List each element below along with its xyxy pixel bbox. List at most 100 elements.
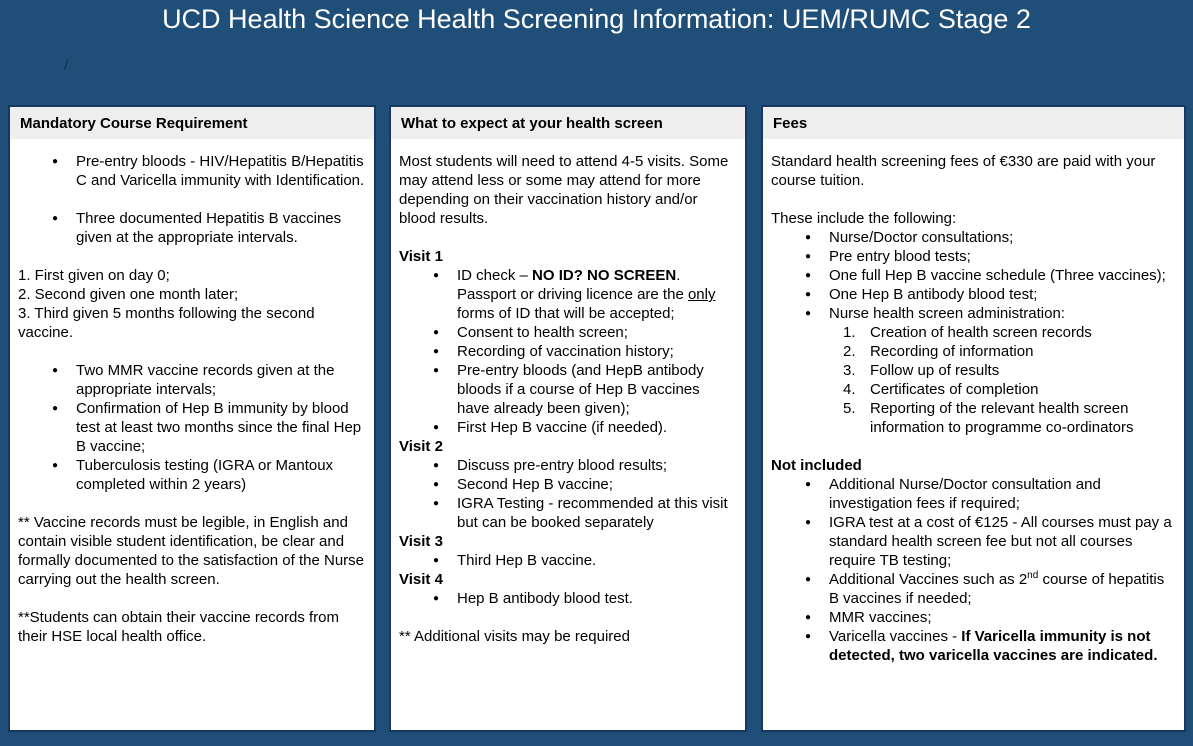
list-item-text: Additional Vaccines such as 2nd course o… (829, 570, 1175, 608)
bullet-list: ● ID check – NO ID? NO SCREEN. Passport o… (399, 266, 736, 437)
list-item-text: Confirmation of Hep B immunity by blood … (76, 399, 365, 456)
numbered-item-text: Follow up of results (870, 361, 1175, 380)
page-title: UCD Health Science Health Screening Info… (162, 4, 1031, 34)
text-segment: ID check – (457, 267, 533, 284)
numbered-item: 1. Creation of health screen records (843, 323, 1175, 342)
panel-what-to-expect: What to expect at your health screen Mos… (389, 105, 747, 732)
text-segment: Hep B antibody blood test. (457, 590, 633, 607)
subheading: Not included (771, 456, 1175, 475)
bullet-icon: ● (805, 232, 812, 243)
paragraph: 3. Third given 5 months following the se… (18, 304, 365, 342)
panel-fees: Fees Standard health screening fees of €… (761, 105, 1186, 732)
text-segment: Recording of vaccination history; (457, 343, 674, 360)
list-item: ● MMR vaccines; (805, 608, 1175, 627)
paragraph: These include the following: (771, 209, 1175, 228)
list-item-text: Third Hep B vaccine. (457, 551, 736, 570)
text-segment: One full Hep B vaccine schedule (Three v… (829, 267, 1166, 284)
subheading: Visit 1 (399, 247, 736, 266)
panel-header: What to expect at your health screen (391, 107, 745, 139)
list-item-text: MMR vaccines; (829, 608, 1175, 627)
bullet-icon: ● (52, 403, 59, 414)
text-segment: Reporting of the relevant health screen … (870, 400, 1134, 436)
number-marker: 5. (843, 400, 856, 417)
numbered-sublist: 1. Creation of health screen records 2. Rec… (829, 323, 1175, 437)
list-item: ● Pre-entry bloods (and HepB antibody blo… (433, 361, 736, 418)
bullet-icon: ● (433, 327, 440, 338)
list-item: ● Consent to health screen; (433, 323, 736, 342)
bullet-icon: ● (433, 460, 440, 471)
text-segment: ** Additional visits may be required (399, 628, 630, 645)
bullet-icon: ● (805, 251, 812, 262)
numbered-item-text: Certificates of completion (870, 380, 1175, 399)
number-marker: 4. (843, 381, 856, 398)
text-segment: Third Hep B vaccine. (457, 552, 597, 569)
paragraph: ** Vaccine records must be legible, in E… (18, 513, 365, 589)
bullet-icon: ● (433, 498, 440, 509)
text-segment: 1. First given on day 0; (18, 267, 170, 284)
bullet-icon: ● (52, 156, 59, 167)
text-segment: Pre entry blood tests; (829, 248, 971, 265)
list-item: ● Pre entry blood tests; (805, 247, 1175, 266)
bullet-icon: ● (433, 422, 440, 433)
bullet-list: ● Third Hep B vaccine. (399, 551, 736, 570)
bullet-icon: ● (805, 612, 812, 623)
list-item-text: Pre-entry bloods - HIV/Hepatitis B/Hepat… (76, 152, 365, 190)
list-item-text: Second Hep B vaccine; (457, 475, 736, 494)
bullet-list: ● Hep B antibody blood test. (399, 589, 736, 608)
paragraph: **Students can obtain their vaccine reco… (18, 608, 365, 646)
text-segment: 3. Third given 5 months following the se… (18, 305, 315, 341)
list-item: ● Tuberculosis testing (IGRA or Mantoux c… (52, 456, 365, 494)
text-segment: Certificates of completion (870, 381, 1039, 398)
number-marker: 1. (843, 324, 856, 341)
list-item: ● Varicella vaccines - If Varicella immun… (805, 627, 1175, 665)
paragraph: 1. First given on day 0; (18, 266, 365, 285)
paragraph: 2. Second given one month later; (18, 285, 365, 304)
bullet-list: ● Discuss pre-entry blood results; ● Second… (399, 456, 736, 532)
bullet-list: ● Nurse/Doctor consultations; ● Pre entry b… (771, 228, 1175, 437)
text-segment: NO ID? NO SCREEN (532, 267, 677, 284)
list-item-text: Tuberculosis testing (IGRA or Mantoux co… (76, 456, 365, 494)
numbered-item: 2. Recording of information (843, 342, 1175, 361)
list-item-text: One Hep B antibody blood test; (829, 285, 1175, 304)
list-item: ● Additional Nurse/Doctor consultation an… (805, 475, 1175, 513)
numbered-item: 4. Certificates of completion (843, 380, 1175, 399)
numbered-item: 5. Reporting of the relevant health scree… (843, 399, 1175, 437)
text-segment: Three documented Hepatitis B vaccines gi… (76, 210, 342, 246)
list-item-text: Nurse/Doctor consultations; (829, 228, 1175, 247)
text-segment: Two MMR vaccine records given at the app… (76, 362, 335, 398)
bullet-icon: ● (433, 346, 440, 357)
list-item-text: Consent to health screen; (457, 323, 736, 342)
bullet-icon: ● (805, 289, 812, 300)
panel-body: ● Pre-entry bloods - HIV/Hepatitis B/Hepa… (10, 139, 374, 646)
text-segment: Second Hep B vaccine; (457, 476, 613, 493)
text-segment: Standard health screening fees of €330 a… (771, 153, 1156, 189)
text-segment: Follow up of results (870, 362, 1000, 379)
panel-mandatory-course-requirement: Mandatory Course Requirement ● Pre-entry … (8, 105, 376, 732)
bullet-icon: ● (433, 365, 440, 376)
list-item: ● Third Hep B vaccine. (433, 551, 736, 570)
list-item: ● Confirmation of Hep B immunity by blood… (52, 399, 365, 456)
text-segment: Creation of health screen records (870, 324, 1092, 341)
text-segment: MMR vaccines; (829, 609, 932, 626)
panel-body: Standard health screening fees of €330 a… (763, 139, 1184, 665)
numbered-item: 3. Follow up of results (843, 361, 1175, 380)
text-segment: 2. Second given one month later; (18, 286, 239, 303)
list-item: ● ID check – NO ID? NO SCREEN. Passport o… (433, 266, 736, 323)
text-segment: IGRA Testing - recommended at this visit… (457, 495, 728, 531)
numbered-item-text: Reporting of the relevant health screen … (870, 399, 1175, 437)
number-marker: 2. (843, 343, 856, 360)
list-item-text: Recording of vaccination history; (457, 342, 736, 361)
list-item-text: Additional Nurse/Doctor consultation and… (829, 475, 1175, 513)
list-item: ● Nurse health screen administration: 1. Cr… (805, 304, 1175, 437)
bullet-icon: ● (52, 213, 59, 224)
text-segment: These include the following: (771, 210, 957, 227)
text-segment: One Hep B antibody blood test; (829, 286, 1038, 303)
list-item-text: Two MMR vaccine records given at the app… (76, 361, 365, 399)
list-item: ● First Hep B vaccine (if needed). (433, 418, 736, 437)
list-item-text: IGRA test at a cost of €125 - All course… (829, 513, 1175, 570)
breadcrumb-slash: / (64, 57, 69, 74)
text-segment: Not included (771, 457, 862, 474)
list-item-text: Discuss pre-entry blood results; (457, 456, 736, 475)
bullet-icon: ● (52, 460, 59, 471)
text-segment: Nurse/Doctor consultations; (829, 229, 1014, 246)
